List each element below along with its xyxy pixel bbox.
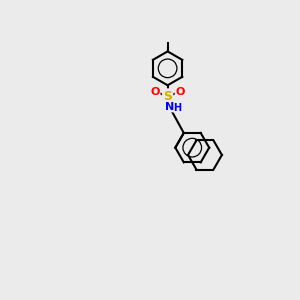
Text: S: S: [163, 90, 172, 103]
Text: O: O: [175, 87, 184, 97]
Text: N: N: [164, 102, 174, 112]
Text: O: O: [151, 87, 160, 97]
Text: H: H: [173, 103, 181, 112]
